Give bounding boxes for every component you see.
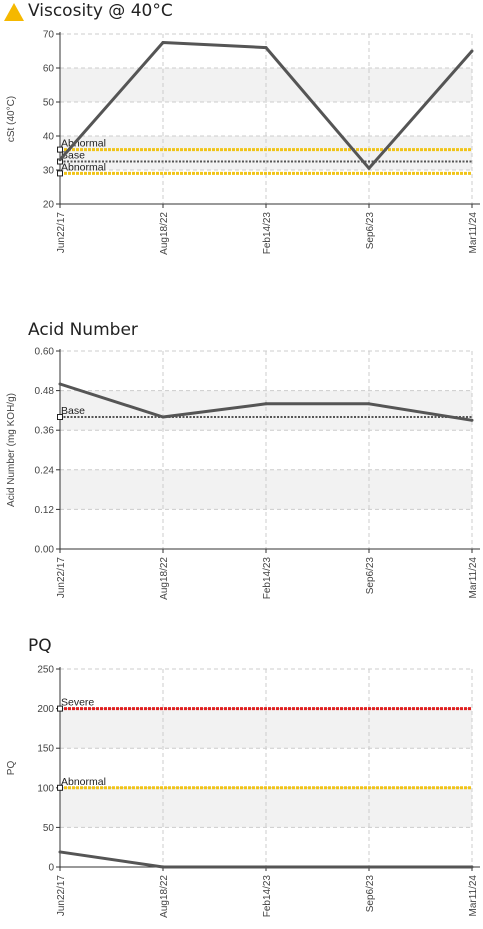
pq-panel: PQ [0,625,483,929]
viscosity-panel: Viscosity @ 40°C [0,0,483,300]
chart-title: Acid Number [28,320,138,340]
chart-title: Viscosity @ 40°C [28,1,173,21]
acid-number-panel: Acid Number [0,310,483,610]
warning-triangle-icon [4,3,24,21]
chart-title: PQ [28,636,52,656]
